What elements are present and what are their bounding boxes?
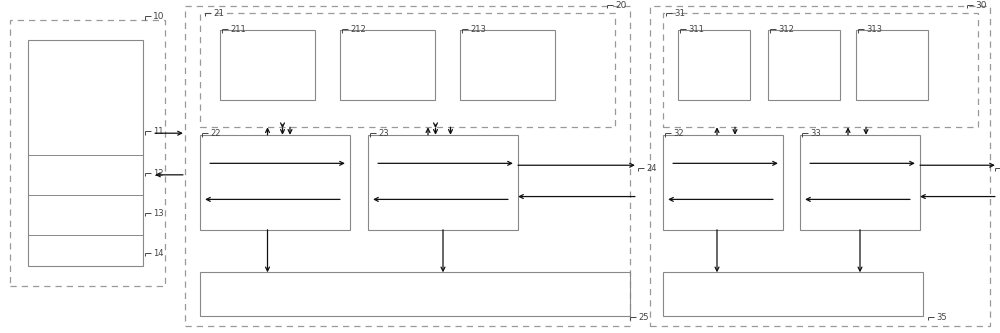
Text: 311: 311 bbox=[688, 25, 704, 35]
Bar bbox=[663, 135, 783, 230]
Text: 33: 33 bbox=[810, 129, 821, 139]
Text: 14: 14 bbox=[153, 249, 164, 258]
Text: 313: 313 bbox=[866, 25, 882, 35]
Text: 11: 11 bbox=[153, 127, 164, 137]
Bar bbox=[10, 20, 165, 286]
Text: 30: 30 bbox=[975, 1, 986, 10]
Bar bbox=[28, 40, 143, 266]
Bar bbox=[856, 30, 928, 100]
Text: 212: 212 bbox=[350, 25, 366, 35]
Bar bbox=[678, 30, 750, 100]
Bar bbox=[340, 30, 435, 100]
Bar bbox=[663, 272, 923, 316]
Text: 211: 211 bbox=[230, 25, 246, 35]
Text: 24: 24 bbox=[646, 164, 656, 173]
Bar bbox=[200, 135, 350, 230]
Text: 32: 32 bbox=[673, 129, 684, 139]
Text: 312: 312 bbox=[778, 25, 794, 35]
Text: 35: 35 bbox=[936, 313, 947, 322]
Bar bbox=[663, 13, 978, 127]
Text: 31: 31 bbox=[674, 9, 685, 18]
Bar bbox=[200, 272, 630, 316]
Text: 21: 21 bbox=[213, 9, 224, 18]
Text: 25: 25 bbox=[638, 313, 648, 322]
Text: 13: 13 bbox=[153, 209, 164, 218]
Text: 10: 10 bbox=[153, 12, 164, 22]
Bar bbox=[460, 30, 555, 100]
Bar bbox=[200, 13, 615, 127]
Text: 22: 22 bbox=[210, 129, 221, 139]
Text: 213: 213 bbox=[470, 25, 486, 35]
Bar bbox=[650, 6, 990, 326]
Text: 12: 12 bbox=[153, 169, 164, 178]
Bar bbox=[800, 135, 920, 230]
Bar bbox=[185, 6, 630, 326]
Bar bbox=[368, 135, 518, 230]
Bar bbox=[220, 30, 315, 100]
Text: 20: 20 bbox=[615, 1, 626, 10]
Text: 23: 23 bbox=[378, 129, 389, 139]
Bar bbox=[768, 30, 840, 100]
